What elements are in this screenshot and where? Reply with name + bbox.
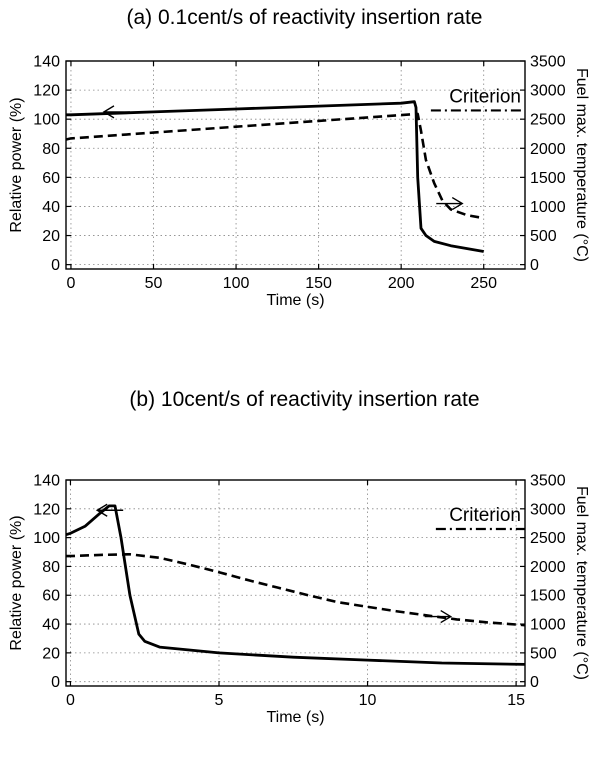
y-tick-label: 20 — [42, 228, 60, 245]
y-tick-label: 60 — [42, 588, 60, 605]
y2-tick-label: 0 — [530, 674, 539, 691]
y2-tick-label: 2000 — [530, 141, 566, 158]
x-axis-label: Time (s) — [266, 709, 324, 726]
fuel-temperature-line — [66, 553, 526, 627]
x-tick-label: 50 — [145, 275, 163, 292]
fuel-temperature-line — [65, 112, 484, 220]
y-tick-label: 60 — [42, 170, 60, 187]
y2-axis-label: Fuel max. temperature (°C) — [573, 68, 590, 262]
y2-tick-label: 2500 — [530, 112, 566, 129]
y-tick-label: 40 — [42, 199, 60, 216]
relative-power-line — [66, 100, 484, 253]
x-tick-label: 250 — [470, 275, 497, 292]
y2-tick-label: 2000 — [530, 559, 566, 576]
y-tick-label: 80 — [42, 559, 60, 576]
x-tick-label: 15 — [507, 692, 525, 709]
x-tick-label: 5 — [215, 692, 224, 709]
y-tick-label: 120 — [33, 83, 60, 100]
y2-tick-label: 1500 — [530, 588, 566, 605]
y2-tick-label: 500 — [530, 228, 557, 245]
y2-axis-label: Fuel max. temperature (°C) — [573, 486, 590, 680]
x-tick-label: 100 — [223, 275, 250, 292]
y-tick-label: 0 — [51, 257, 60, 274]
chart-title-a: (a) 0.1cent/s of reactivity insertion ra… — [126, 6, 483, 29]
y2-tick-label: 0 — [530, 257, 539, 274]
y-tick-label: 100 — [33, 530, 60, 547]
criterion-label: Criterion — [449, 86, 521, 107]
x-tick-label: 10 — [359, 692, 377, 709]
y-tick-label: 140 — [33, 54, 60, 71]
x-tick-label: 0 — [66, 692, 75, 709]
x-tick-label: 200 — [388, 275, 415, 292]
relative-power-line — [65, 504, 526, 666]
y-tick-label: 100 — [33, 112, 60, 129]
y2-tick-label: 2500 — [530, 530, 566, 547]
plot-frame — [65, 479, 526, 687]
power-axis-arrow — [95, 503, 124, 517]
y-tick-label: 140 — [33, 473, 60, 490]
y2-tick-label: 1000 — [530, 199, 566, 216]
y2-tick-label: 1500 — [530, 170, 566, 187]
y2-tick-label: 500 — [530, 645, 557, 662]
chart-a-svg: 0 50 100 150 200 2500204060801001201400500100… — [8, 54, 590, 310]
y2-tick-label: 3000 — [530, 83, 566, 100]
y2-tick-label: 3000 — [530, 501, 566, 518]
criterion-label: Criterion — [449, 505, 521, 526]
y-tick-label: 20 — [42, 645, 60, 662]
x-axis-label: Time (s) — [266, 292, 324, 309]
y-tick-label: 80 — [42, 141, 60, 158]
y-tick-label: 40 — [42, 617, 60, 634]
chart-panel-b: (b) 10cent/s of reactivity insertion rat… — [0, 382, 609, 764]
chart-title-b: (b) 10cent/s of reactivity insertion rat… — [129, 388, 480, 411]
y-axis-label: Relative power (%) — [8, 97, 25, 232]
y-tick-label: 0 — [51, 674, 60, 691]
plot-frame — [65, 60, 526, 270]
x-tick-label: 0 — [67, 275, 76, 292]
y-axis-label: Relative power (%) — [8, 515, 25, 650]
power-axis-arrow — [102, 105, 130, 119]
chart-panel-a: (a) 0.1cent/s of reactivity insertion ra… — [8, 6, 590, 310]
y2-tick-label: 3500 — [530, 473, 566, 490]
y2-tick-label: 1000 — [530, 617, 566, 634]
y2-tick-label: 3500 — [530, 54, 566, 71]
x-tick-label: 150 — [305, 275, 332, 292]
temperature-axis-arrow — [436, 196, 464, 211]
temperature-axis-arrow — [424, 609, 453, 624]
y-tick-label: 120 — [33, 501, 60, 518]
chart-b-svg: 0 5 10 15 0 20 40 60 80 100 120 140 0 500 1000 1500 2000… — [8, 473, 590, 727]
